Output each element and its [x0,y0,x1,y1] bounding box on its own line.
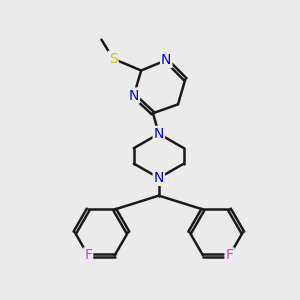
Text: F: F [84,248,92,262]
Text: N: N [154,127,164,141]
Text: S: S [109,52,118,66]
Text: N: N [161,53,171,67]
Text: N: N [129,88,139,103]
Text: F: F [226,248,233,262]
Text: N: N [154,171,164,185]
